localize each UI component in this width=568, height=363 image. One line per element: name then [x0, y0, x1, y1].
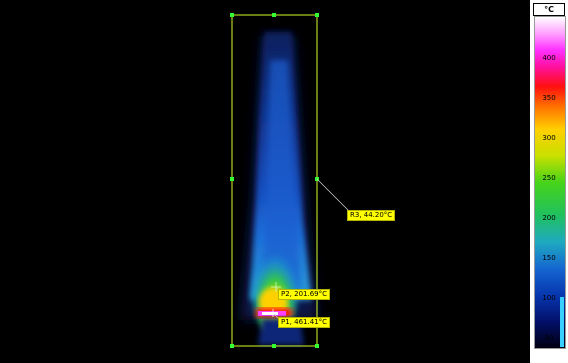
- scale-tick-250: 250: [542, 174, 556, 182]
- scale-tick-400: 400: [542, 54, 556, 62]
- thermal-image-viewport[interactable]: R3, 44.20°C P2, 201.69°C P1, 461.41°C: [0, 0, 530, 363]
- p1-crosshair: [269, 309, 277, 317]
- base-white: [262, 312, 278, 315]
- p2-label[interactable]: P2, 201.69°C: [278, 289, 331, 300]
- color-scale-bar[interactable]: [534, 16, 566, 349]
- roi-handle: [272, 344, 276, 348]
- r3-leader-line: [316, 178, 351, 213]
- scale-tick-300: 300: [542, 134, 556, 142]
- roi-handle: [272, 13, 276, 17]
- roi-handle: [315, 344, 319, 348]
- r3-label[interactable]: R3, 44.20°C: [347, 210, 396, 221]
- scale-tick-200: 200: [542, 214, 556, 222]
- roi-handle: [230, 177, 234, 181]
- p1-label[interactable]: P1, 461.41°C: [278, 317, 331, 328]
- scale-tick-50: 50: [544, 334, 554, 342]
- scale-level-indicator[interactable]: [560, 297, 564, 347]
- tube-core: [262, 60, 300, 290]
- scale-unit-label: °C: [533, 3, 565, 16]
- thermal-image: [230, 13, 351, 348]
- scale-tick-350: 350: [542, 94, 556, 102]
- roi-handle: [230, 344, 234, 348]
- roi-handle: [230, 13, 234, 17]
- scale-tick-100: 100: [542, 294, 556, 302]
- roi-handle: [315, 13, 319, 17]
- scale-tick-150: 150: [542, 254, 556, 262]
